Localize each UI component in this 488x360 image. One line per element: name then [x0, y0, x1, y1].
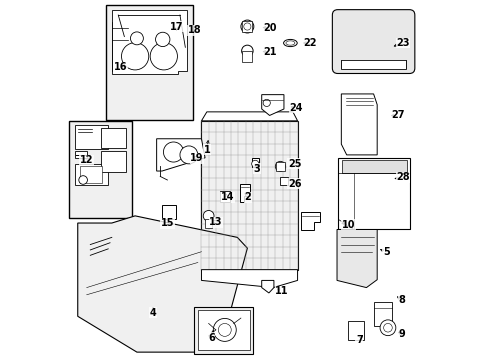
Circle shape: [203, 211, 214, 221]
Bar: [341, 60, 405, 69]
Bar: [348, 320, 363, 340]
Circle shape: [155, 32, 169, 46]
Text: 12: 12: [80, 155, 93, 165]
Text: 3: 3: [253, 163, 260, 174]
Bar: [162, 205, 175, 219]
Polygon shape: [341, 94, 376, 155]
Text: 26: 26: [287, 179, 301, 189]
Circle shape: [180, 146, 198, 164]
Bar: [280, 177, 287, 185]
Circle shape: [275, 161, 285, 171]
Bar: [242, 51, 252, 62]
Text: 27: 27: [390, 110, 404, 120]
Text: 16: 16: [114, 62, 127, 72]
Bar: [80, 166, 102, 183]
Text: 28: 28: [395, 172, 409, 182]
Polygon shape: [156, 139, 204, 171]
Text: 15: 15: [161, 218, 174, 228]
Bar: [220, 191, 230, 202]
Text: 8: 8: [398, 295, 405, 305]
Bar: [106, 5, 192, 120]
Text: 1: 1: [203, 144, 210, 154]
Text: 25: 25: [287, 159, 301, 169]
Polygon shape: [201, 270, 297, 288]
Circle shape: [383, 323, 391, 332]
Bar: [101, 128, 126, 148]
Circle shape: [150, 42, 177, 70]
Text: 18: 18: [187, 25, 201, 35]
Text: 21: 21: [263, 46, 276, 57]
Text: 7: 7: [355, 334, 362, 345]
Text: 24: 24: [289, 103, 303, 113]
Circle shape: [79, 176, 87, 184]
Circle shape: [263, 99, 270, 107]
Text: 14: 14: [220, 192, 234, 202]
Bar: [75, 126, 107, 149]
Ellipse shape: [283, 40, 297, 46]
Text: 6: 6: [208, 333, 214, 343]
Circle shape: [121, 42, 148, 70]
Circle shape: [213, 319, 236, 341]
Circle shape: [218, 323, 231, 336]
Polygon shape: [336, 229, 376, 288]
Text: 19: 19: [190, 153, 203, 163]
Text: 11: 11: [275, 286, 288, 296]
Text: 20: 20: [263, 23, 276, 33]
Text: 13: 13: [209, 217, 222, 227]
Circle shape: [379, 320, 395, 336]
Bar: [338, 158, 409, 229]
Polygon shape: [240, 184, 249, 202]
Bar: [101, 150, 126, 172]
Polygon shape: [112, 10, 187, 74]
Polygon shape: [261, 280, 273, 293]
Bar: [69, 121, 131, 218]
Bar: [373, 302, 391, 326]
Polygon shape: [75, 150, 86, 158]
Circle shape: [251, 160, 258, 167]
Text: 23: 23: [395, 38, 409, 48]
Text: 22: 22: [303, 38, 316, 48]
Bar: [75, 164, 107, 185]
Bar: [201, 121, 297, 270]
Text: 9: 9: [398, 329, 405, 339]
Text: 10: 10: [341, 220, 354, 230]
Bar: [276, 162, 284, 171]
Circle shape: [241, 45, 253, 57]
Bar: [242, 21, 252, 32]
Circle shape: [130, 32, 143, 45]
Ellipse shape: [285, 41, 294, 45]
Polygon shape: [261, 95, 284, 116]
Text: 2: 2: [244, 192, 251, 202]
Polygon shape: [301, 212, 319, 230]
Circle shape: [163, 142, 183, 162]
Circle shape: [241, 20, 253, 33]
Polygon shape: [251, 158, 258, 167]
Text: 4: 4: [149, 308, 156, 318]
Bar: [204, 219, 212, 228]
Text: 17: 17: [169, 22, 183, 32]
Polygon shape: [78, 216, 247, 352]
Text: 5: 5: [382, 247, 389, 257]
Polygon shape: [201, 112, 297, 121]
Bar: [194, 307, 253, 354]
FancyBboxPatch shape: [332, 10, 414, 73]
Bar: [341, 160, 406, 173]
Bar: [198, 310, 249, 350]
Circle shape: [244, 23, 250, 30]
